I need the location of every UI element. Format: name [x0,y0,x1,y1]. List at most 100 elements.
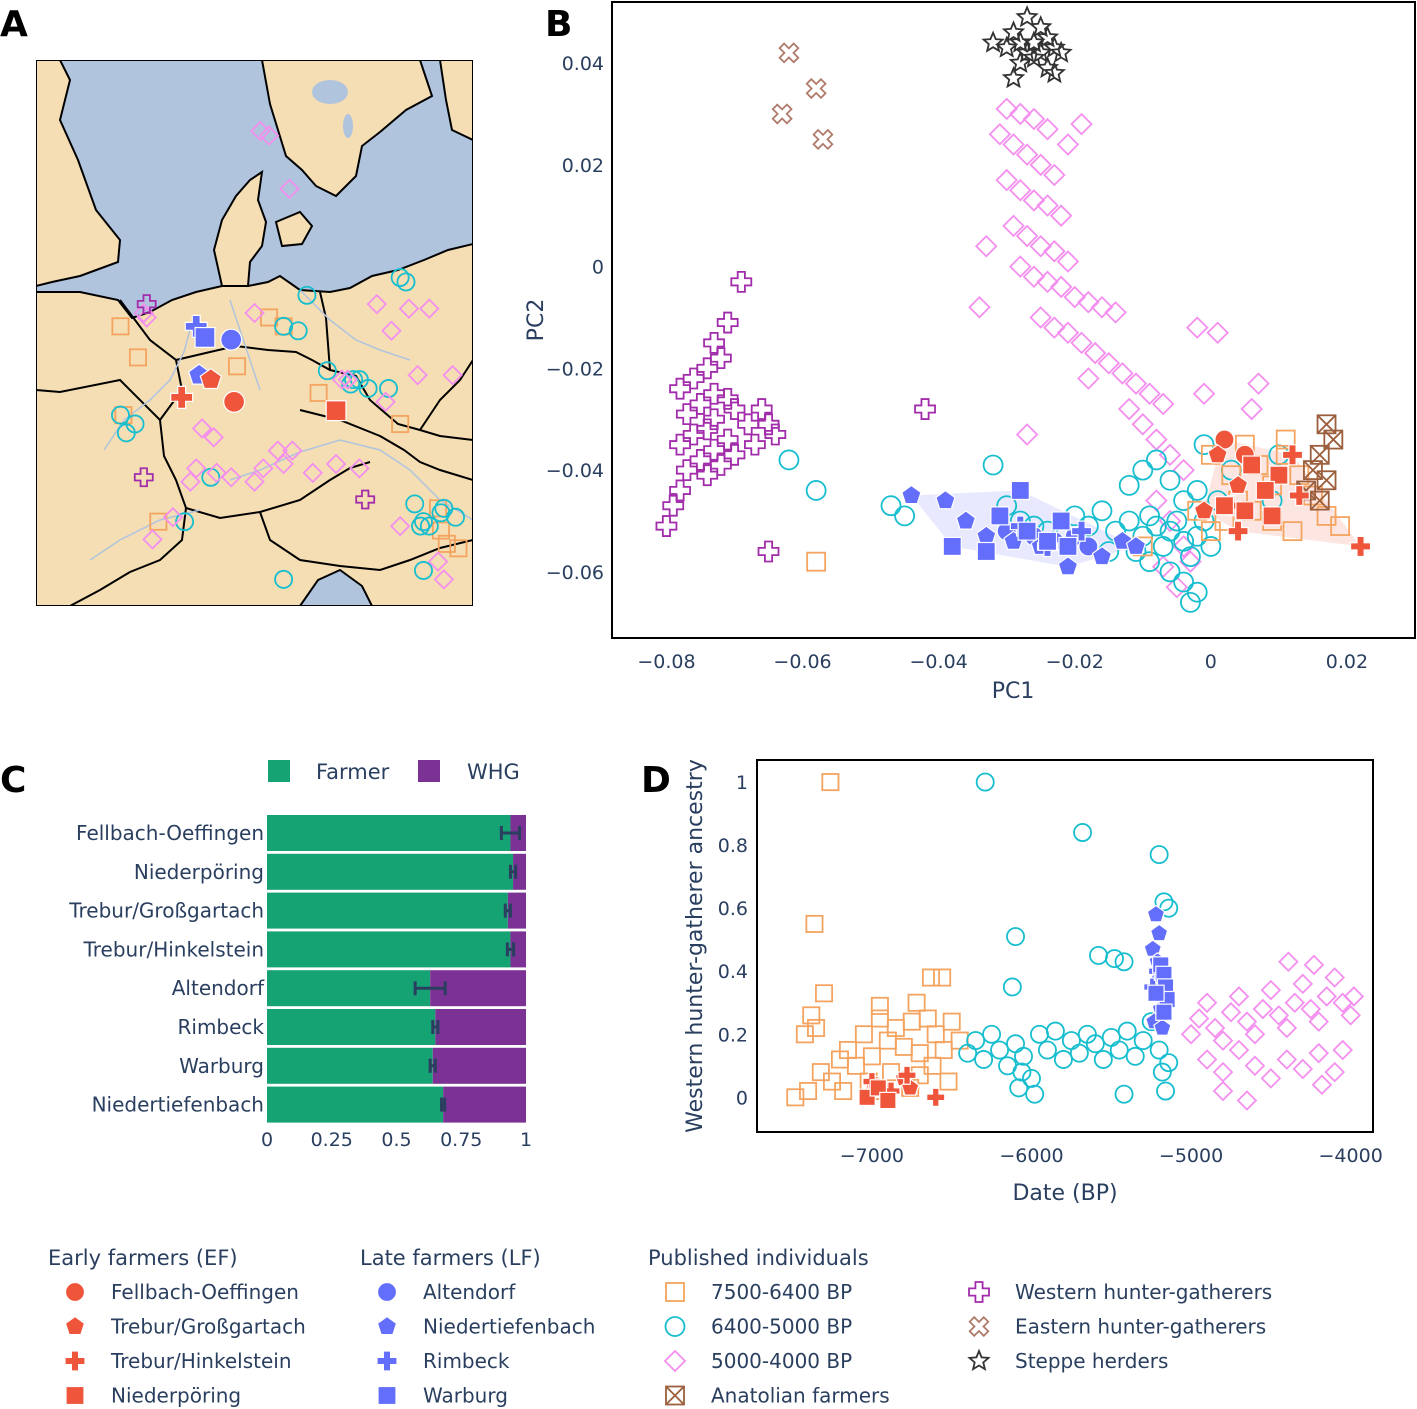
pca-point [669,479,691,502]
map-point [258,125,280,146]
pca-point [1165,575,1189,599]
time-point [879,1091,897,1110]
time-y-tick-label: 0.6 [718,898,748,920]
time-point [1260,1068,1282,1089]
bar-x-tick-label: 0 [261,1129,273,1151]
map-point [337,369,358,390]
time-point [910,1044,929,1063]
pca-point [955,510,977,530]
legend-symbol [664,1316,686,1337]
pca-point [1001,20,1026,43]
time-point [870,996,889,1015]
map-point [282,440,303,461]
time-point [1292,973,1314,995]
pca-point [1029,234,1052,258]
time-point [786,1088,805,1107]
time-point [1236,1011,1258,1032]
bar-category-label: Niedertiefenbach [92,1093,264,1117]
time-point [942,1012,961,1031]
map-point [358,379,378,398]
map-point [419,298,440,319]
pca-point [1049,275,1073,299]
legend-symbol [376,1315,398,1336]
pca-points [655,4,1372,613]
pca-point [1227,474,1249,495]
pca-point [1242,455,1262,475]
time-point [1196,1049,1218,1070]
bar-category-label: Trebur/Großgartach [68,899,264,923]
legend-symbol [64,1281,86,1303]
time-point [934,1041,953,1060]
time-point [802,1006,821,1025]
legend-symbol [64,1350,86,1372]
map-point [344,370,364,390]
map-point [405,494,425,514]
time-y-tick-label: 0 [736,1087,748,1109]
time-point [907,993,926,1012]
map-point [228,357,247,376]
legend-item-fellbach-oeffingen: Fellbach-Oeffingen [64,1280,299,1304]
pca-point [1200,536,1222,557]
legend-item-trebur-gro-gartach: Trebur/Großgartach [64,1315,306,1339]
pca-point [1009,255,1032,278]
map-adriatic [298,568,374,606]
map-point [274,569,294,589]
pca-point [723,398,746,420]
bar-row-trebur-hinkelstein: Trebur/Hinkelstein [83,931,526,968]
time-y-axis-title: Western hunter-gatherer ancestry [683,759,708,1133]
pca-point [1070,112,1093,136]
farmer-bar [267,815,511,851]
map-point [414,561,433,580]
pca-point [1186,581,1208,603]
farmer-bar [267,970,431,1007]
pca-point [1214,496,1235,516]
pca-y-tick-label: −0.06 [546,562,604,584]
time-point [926,1087,946,1107]
map-point [252,458,274,479]
time-point [1152,1062,1172,1082]
map-point [349,458,370,479]
legend-symbol [376,1350,398,1372]
legend-item-label: Rimbeck [423,1349,510,1373]
time-x-tick-label: −5000 [1159,1145,1223,1167]
map-point [431,521,450,540]
time-point [1153,1018,1172,1036]
map-borders [36,291,473,606]
pca-point [975,234,998,258]
map-point [437,534,456,553]
pca-point [655,515,678,537]
time-point [1260,979,1282,1001]
pca-point [1091,500,1113,522]
bar-row-rimbeck: Rimbeck [177,1009,526,1045]
map-point [111,405,130,425]
pca-point [1015,4,1039,28]
pca-point [689,393,712,415]
time-point [921,968,940,987]
map-point [273,453,294,475]
pca-series-5000-4000-bp [968,97,1270,599]
pca-point [1056,321,1080,344]
pca-point [805,480,827,501]
legend-item-label: Trebur/Großgartach [110,1315,306,1339]
time-point [1156,1081,1175,1101]
time-point [1236,1090,1258,1111]
pca-point [1227,520,1249,542]
pca-point [1029,306,1052,329]
pca-point [669,377,691,400]
pca-series-steppe-herders [981,4,1073,89]
map-point [419,516,439,536]
time-point [846,1056,865,1075]
legend-item-label: Eastern hunter-gatherers [1015,1315,1266,1339]
legend-symbol [663,1349,687,1373]
pca-series-niederp-ring [1214,455,1289,526]
time-point [1149,923,1169,942]
pca-point [1070,520,1093,542]
pca-point [1179,550,1202,573]
time-y-tick-label: 0.4 [718,961,748,983]
pca-point [1002,214,1025,238]
pca-point [1008,50,1033,73]
pca-point [982,454,1004,476]
legend-symbol [665,1282,685,1302]
pca-point [1009,178,1032,202]
pca-series-eastern-hunter-gatherers [771,42,834,150]
